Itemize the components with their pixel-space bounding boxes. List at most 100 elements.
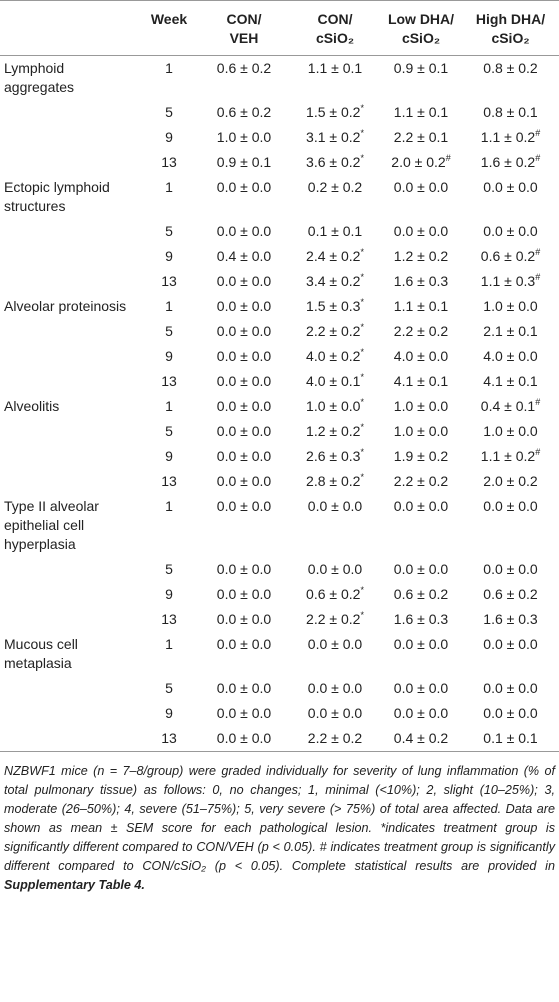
- value-cell: 0.4 ± 0.0: [216, 248, 272, 264]
- value-cell: 0.0 ± 0.0: [216, 498, 272, 514]
- value-cell: 0.6 ± 0.2#: [480, 247, 541, 265]
- table-row: 9 1.0 ± 0.0 3.1 ± 0.2* 2.2 ± 0.1 1.1 ± 0.2#: [0, 125, 559, 150]
- value-cell: 1.0 ± 0.0: [216, 129, 272, 145]
- footnote-reference: Supplementary Table 4.: [4, 878, 145, 892]
- table-row: Ectopic lymphoid structures 1 0.0 ± 0.0 0.2…: [0, 175, 559, 219]
- week-cell: 1: [165, 498, 173, 514]
- value-cell: 0.0 ± 0.0: [393, 636, 449, 652]
- value-cell: 1.5 ± 0.3*: [306, 297, 364, 315]
- value-cell: 2.2 ± 0.2*: [306, 610, 364, 628]
- empty-cell: [0, 582, 140, 607]
- column-header: CON/ VEH: [226, 11, 262, 46]
- week-cell: 5: [165, 104, 173, 120]
- value-cell: 3.1 ± 0.2*: [306, 128, 364, 146]
- value-cell: 1.1 ± 0.1: [307, 60, 363, 76]
- value-cell: 2.2 ± 0.2: [307, 730, 363, 746]
- table-row: Type II alveolar epithelial cell hyperpl…: [0, 494, 559, 557]
- value-cell: 0.0 ± 0.0: [483, 705, 538, 721]
- week-cell: 13: [161, 273, 177, 289]
- empty-cell: [0, 100, 140, 125]
- value-cell: 0.0 ± 0.0: [393, 680, 449, 696]
- value-cell: 0.1 ± 0.1: [483, 730, 538, 746]
- value-cell: 0.0 ± 0.0: [483, 498, 538, 514]
- table-row: 9 0.4 ± 0.0 2.4 ± 0.2* 1.2 ± 0.2 0.6 ± 0.2#: [0, 244, 559, 269]
- value-cell: 0.0 ± 0.0: [307, 680, 363, 696]
- week-cell: 9: [165, 448, 173, 464]
- week-cell: 5: [165, 323, 173, 339]
- table-row: Alveolitis 1 0.0 ± 0.0 1.0 ± 0.0* 1.0 ± 0.0 0…: [0, 394, 559, 419]
- value-cell: 0.6 ± 0.2: [483, 586, 538, 602]
- value-cell: 2.0 ± 0.2: [483, 473, 538, 489]
- value-cell: 0.0 ± 0.0: [216, 179, 272, 195]
- row-label: Ectopic lymphoid structures: [4, 179, 110, 214]
- footnote: NZBWF1 mice (n = 7–8/group) were graded …: [4, 762, 555, 895]
- value-cell: 1.1 ± 0.2#: [480, 128, 541, 146]
- header-row: Week CON/ VEH CON/ cSiO₂ Low DHA/ cSiO₂ High…: [0, 0, 559, 56]
- value-cell: 0.4 ± 0.2: [393, 730, 449, 746]
- column-header: Low DHA/ cSiO₂: [387, 11, 455, 46]
- column-header: CON/ cSiO₂: [315, 11, 355, 46]
- empty-cell: [0, 125, 140, 150]
- value-cell: 4.0 ± 0.0: [483, 348, 538, 364]
- value-cell: 1.6 ± 0.3: [483, 611, 538, 627]
- value-cell: 1.9 ± 0.2: [393, 448, 449, 464]
- value-cell: 0.0 ± 0.0: [216, 705, 272, 721]
- table-row: 13 0.0 ± 0.0 3.4 ± 0.2* 1.6 ± 0.3 1.1 ± 0.3#: [0, 269, 559, 294]
- value-cell: 0.9 ± 0.1: [393, 60, 449, 76]
- table-row: 9 0.0 ± 0.0 0.6 ± 0.2* 0.6 ± 0.2 0.6 ± 0.2: [0, 582, 559, 607]
- value-cell: 0.0 ± 0.0: [216, 680, 272, 696]
- value-cell: 0.0 ± 0.0: [216, 273, 272, 289]
- value-cell: 0.0 ± 0.0: [216, 223, 272, 239]
- empty-cell: [0, 701, 140, 726]
- value-cell: 0.0 ± 0.0: [393, 561, 449, 577]
- value-cell: 0.1 ± 0.1: [307, 223, 363, 239]
- value-cell: 1.1 ± 0.1: [393, 298, 449, 314]
- week-cell: 1: [165, 60, 173, 76]
- value-cell: 0.0 ± 0.0: [307, 498, 363, 514]
- value-cell: 2.2 ± 0.1: [393, 129, 449, 145]
- week-cell: 1: [165, 298, 173, 314]
- table-row: 13 0.9 ± 0.1 3.6 ± 0.2* 2.0 ± 0.2# 1.6 ± 0.2…: [0, 150, 559, 175]
- table-row: 5 0.0 ± 0.0 0.1 ± 0.1 0.0 ± 0.0 0.0 ± 0.0: [0, 219, 559, 244]
- empty-cell: [0, 150, 140, 175]
- value-cell: 0.0 ± 0.0: [483, 223, 538, 239]
- value-cell: 0.0 ± 0.0: [216, 373, 272, 389]
- value-cell: 0.0 ± 0.0: [393, 498, 449, 514]
- value-cell: 0.0 ± 0.0: [307, 561, 363, 577]
- empty-cell: [0, 244, 140, 269]
- row-label: Alveolitis: [4, 398, 60, 414]
- value-cell: 1.6 ± 0.3: [393, 611, 449, 627]
- value-cell: 4.0 ± 0.1*: [306, 372, 364, 390]
- value-cell: 1.5 ± 0.2*: [306, 103, 364, 121]
- column-header: [0, 1, 140, 56]
- week-cell: 13: [161, 730, 177, 746]
- value-cell: 0.6 ± 0.2*: [306, 585, 364, 603]
- value-cell: 0.6 ± 0.2: [216, 104, 272, 120]
- week-cell: 5: [165, 223, 173, 239]
- week-cell: 1: [165, 636, 173, 652]
- table-row: 13 0.0 ± 0.0 4.0 ± 0.1* 4.1 ± 0.1 4.1 ± 0.1: [0, 369, 559, 394]
- value-cell: 0.4 ± 0.1#: [480, 397, 541, 415]
- table-body: Lymphoid aggregates 1 0.6 ± 0.2 1.1 ± 0.1 0.…: [0, 56, 559, 752]
- value-cell: 0.0 ± 0.0: [216, 348, 272, 364]
- value-cell: 0.0 ± 0.0: [483, 561, 538, 577]
- week-cell: 5: [165, 423, 173, 439]
- value-cell: 2.0 ± 0.2#: [391, 153, 451, 171]
- value-cell: 1.1 ± 0.2#: [480, 447, 541, 465]
- value-cell: 1.0 ± 0.0*: [306, 397, 364, 415]
- table-row: Mucous cell metaplasia 1 0.0 ± 0.0 0.0 ± 0.…: [0, 632, 559, 676]
- value-cell: 1.1 ± 0.1: [393, 104, 449, 120]
- week-cell: 9: [165, 348, 173, 364]
- empty-cell: [0, 607, 140, 632]
- value-cell: 0.0 ± 0.0: [393, 223, 449, 239]
- value-cell: 0.0 ± 0.0: [393, 179, 449, 195]
- value-cell: 0.0 ± 0.0: [216, 586, 272, 602]
- value-cell: 0.0 ± 0.0: [216, 730, 272, 746]
- table-row: 13 0.0 ± 0.0 2.8 ± 0.2* 2.2 ± 0.2 2.0 ± 0.2: [0, 469, 559, 494]
- week-cell: 13: [161, 473, 177, 489]
- footnote-text: NZBWF1 mice (n = 7–8/group) were graded …: [4, 764, 555, 873]
- value-cell: 4.1 ± 0.1: [393, 373, 449, 389]
- table-row: 5 0.0 ± 0.0 2.2 ± 0.2* 2.2 ± 0.2 2.1 ± 0.1: [0, 319, 559, 344]
- week-cell: 5: [165, 680, 173, 696]
- value-cell: 0.0 ± 0.0: [483, 179, 538, 195]
